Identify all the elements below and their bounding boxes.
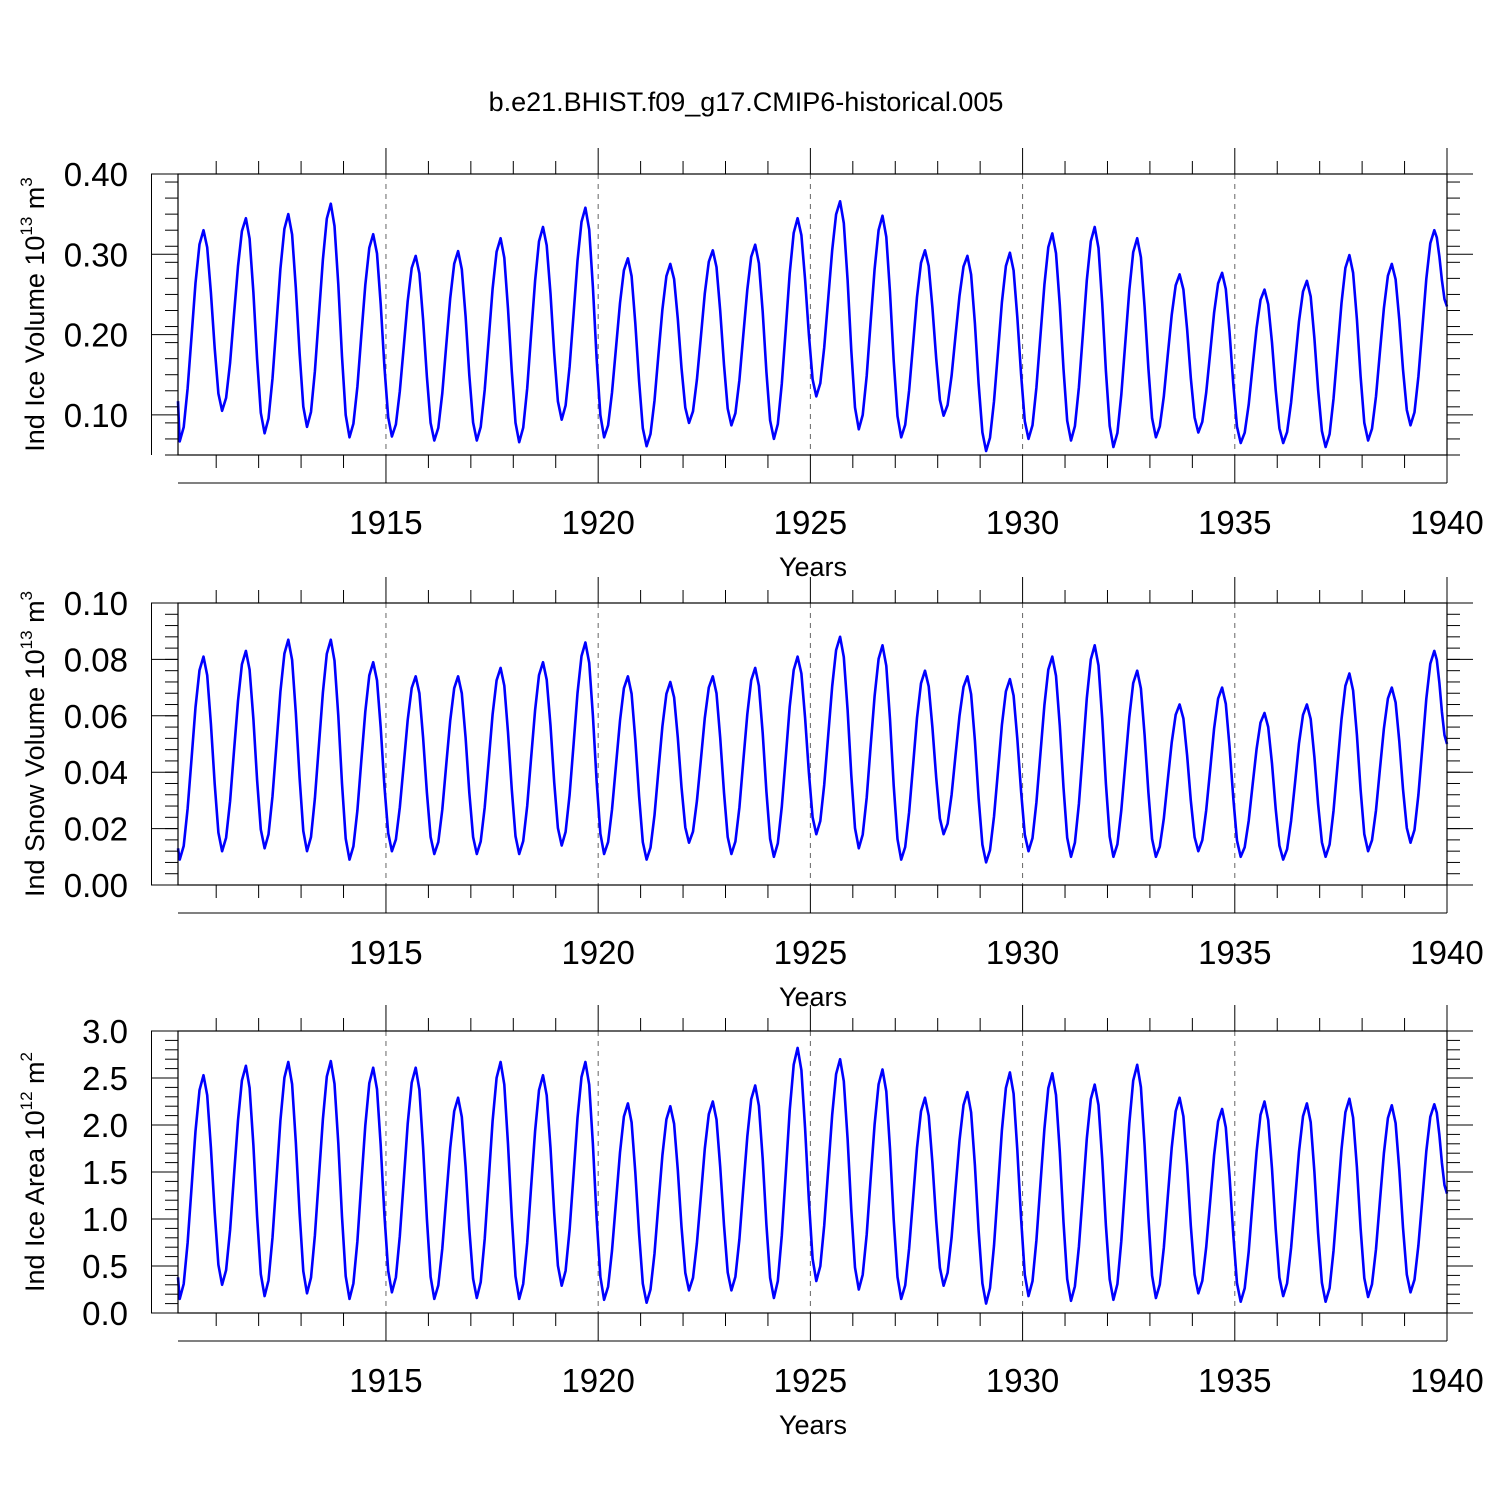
y-tick-label: 0.30 xyxy=(64,236,128,273)
y-tick-label: 3.0 xyxy=(82,1013,128,1050)
plot-frame xyxy=(177,173,1448,456)
panels: 0.10 0.20 0.30 0.40 1915 1920 1925 1930 1935 1940… xyxy=(17,148,1484,1440)
x-axis-label: Years xyxy=(779,552,847,582)
x-tick-label: 1920 xyxy=(561,504,634,541)
y-tick-label: 0.08 xyxy=(64,641,128,678)
plot-frame xyxy=(177,602,1448,886)
y-tick-label: 0.20 xyxy=(64,317,128,354)
x-tick-label: 1930 xyxy=(986,1362,1059,1399)
y-tick-label: 0.04 xyxy=(64,754,128,791)
y-tick-label: 0.0 xyxy=(82,1295,128,1332)
panel-3: 0.0 0.5 1.0 1.5 2.0 2.5 3.0 1915 1920 1925 1930 193… xyxy=(17,1005,1484,1440)
y-tick-label: 1.0 xyxy=(82,1201,128,1238)
x-tick-label: 1930 xyxy=(986,504,1059,541)
x-tick-label: 1915 xyxy=(349,504,422,541)
x-tick-label: 1920 xyxy=(561,1362,634,1399)
y-axis-label: Ind Ice Volume 1013 m3 xyxy=(17,177,50,452)
y-tick-label: 1.5 xyxy=(82,1154,128,1191)
x-tick-label: 1940 xyxy=(1410,934,1483,971)
y-axis-label: Ind Snow Volume 1013 m3 xyxy=(17,591,50,897)
x-tick-label: 1920 xyxy=(561,934,634,971)
y-tick-label: 0.02 xyxy=(64,811,128,848)
x-tick-label: 1925 xyxy=(774,934,847,971)
x-tick-label: 1925 xyxy=(774,504,847,541)
x-axis-label: Years xyxy=(779,982,847,1012)
y-tick-label: 2.0 xyxy=(82,1107,128,1144)
y-tick-label: 0.10 xyxy=(64,397,128,434)
y-tick-label: 0.10 xyxy=(64,585,128,622)
x-tick-label: 1940 xyxy=(1410,504,1483,541)
y-tick-label: 0.06 xyxy=(64,698,128,735)
panel-1: 0.10 0.20 0.30 0.40 1915 1920 1925 1930 1935 1940… xyxy=(17,148,1484,582)
x-tick-label: 1940 xyxy=(1410,1362,1483,1399)
x-tick-label: 1915 xyxy=(349,934,422,971)
x-tick-label: 1935 xyxy=(1198,934,1271,971)
series-line xyxy=(176,200,1449,453)
y-tick-label: 0.00 xyxy=(64,867,128,904)
x-tick-label: 1935 xyxy=(1198,504,1271,541)
series-line xyxy=(176,635,1449,864)
x-tick-label: 1930 xyxy=(986,934,1059,971)
panel-2: 0.00 0.02 0.04 0.06 0.08 0.10 1915 1920 1925 1930… xyxy=(17,577,1484,1012)
x-tick-label: 1915 xyxy=(349,1362,422,1399)
chart-title: b.e21.BHIST.f09_g17.CMIP6-historical.005 xyxy=(489,87,1004,117)
plot-frame xyxy=(177,1030,1448,1314)
x-tick-label: 1935 xyxy=(1198,1362,1271,1399)
y-tick-label: 2.5 xyxy=(82,1060,128,1097)
y-tick-label: 0.5 xyxy=(82,1248,128,1285)
series-line xyxy=(176,1046,1449,1305)
x-axis-label: Years xyxy=(779,1410,847,1440)
x-tick-label: 1925 xyxy=(774,1362,847,1399)
y-axis-label: Ind Ice Area 1012 m2 xyxy=(17,1052,50,1292)
y-tick-label: 0.40 xyxy=(64,156,128,193)
